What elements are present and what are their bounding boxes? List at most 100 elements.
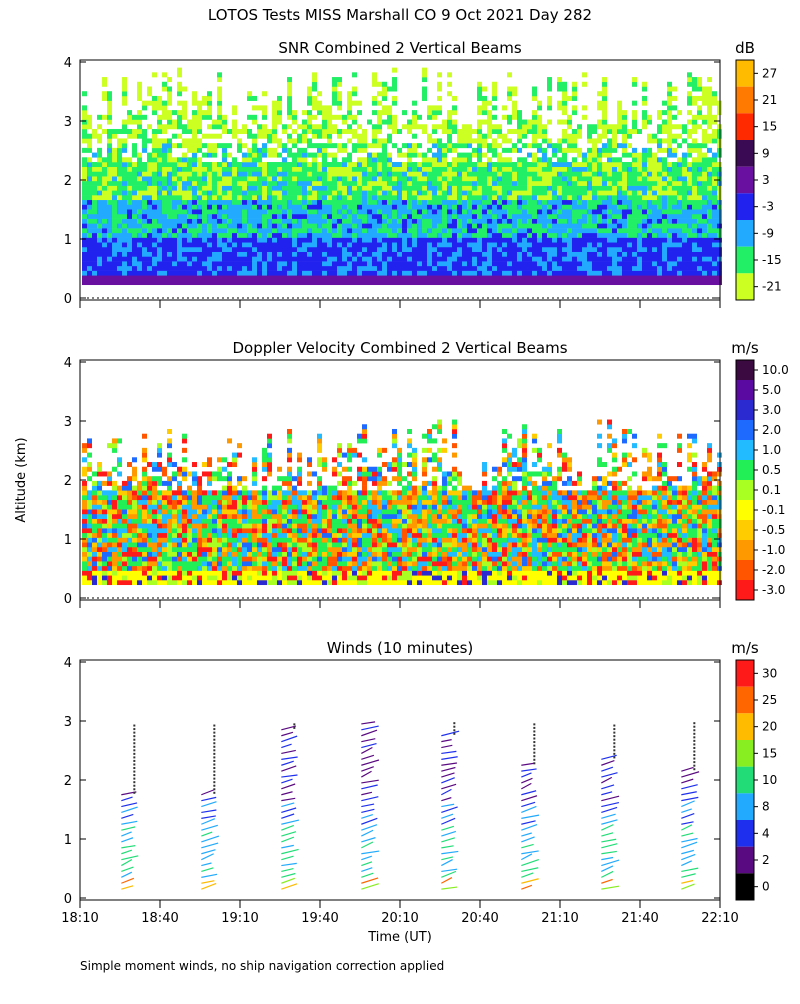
snr-cell bbox=[547, 167, 552, 172]
snr-cell bbox=[207, 134, 212, 139]
snr-cell bbox=[172, 247, 177, 252]
snr-cell bbox=[517, 138, 522, 143]
snr-cell bbox=[487, 190, 492, 195]
snr-cell bbox=[272, 219, 277, 224]
snr-cell bbox=[122, 138, 127, 143]
snr-cell bbox=[542, 181, 547, 186]
snr-cell bbox=[532, 91, 537, 96]
snr-cell bbox=[397, 129, 402, 134]
snr-cell bbox=[442, 275, 447, 280]
snr-cell bbox=[352, 120, 357, 125]
snr-cell bbox=[362, 247, 367, 252]
snr-cell bbox=[302, 252, 307, 257]
snr-cell bbox=[547, 82, 552, 87]
snr-cell bbox=[472, 247, 477, 252]
snr-cell bbox=[252, 275, 257, 280]
snr-cell bbox=[707, 176, 712, 181]
snr-cell bbox=[262, 209, 267, 214]
snr-cell bbox=[697, 242, 702, 247]
snr-cell bbox=[562, 105, 567, 110]
snr-cell bbox=[572, 266, 577, 271]
snr-cell bbox=[307, 200, 312, 205]
snr-cell bbox=[302, 247, 307, 252]
doppler-cell bbox=[87, 566, 92, 571]
snr-cell bbox=[362, 186, 367, 191]
snr-cell bbox=[637, 186, 642, 191]
snr-cell bbox=[147, 181, 152, 186]
snr-cell bbox=[482, 275, 487, 280]
snr-cell bbox=[587, 167, 592, 172]
snr-cell bbox=[167, 91, 172, 96]
snr-cell bbox=[642, 162, 647, 167]
snr-cell bbox=[357, 176, 362, 181]
snr-cell bbox=[407, 195, 412, 200]
snr-cell bbox=[447, 242, 452, 247]
doppler-cell bbox=[107, 500, 112, 505]
snr-cell bbox=[267, 275, 272, 280]
snr-cell bbox=[232, 120, 237, 125]
snr-cell bbox=[327, 266, 332, 271]
snr-cell bbox=[482, 138, 487, 143]
snr-cell bbox=[612, 242, 617, 247]
snr-cell bbox=[177, 176, 182, 181]
snr-cell bbox=[587, 261, 592, 266]
snr-cell bbox=[287, 105, 292, 110]
snr-cell bbox=[227, 214, 232, 219]
snr-cell bbox=[262, 266, 267, 271]
snr-cell bbox=[577, 223, 582, 228]
snr-cell bbox=[592, 157, 597, 162]
doppler-cell bbox=[102, 533, 107, 538]
snr-cell bbox=[202, 266, 207, 271]
snr-cell bbox=[667, 138, 672, 143]
snr-cell bbox=[217, 176, 222, 181]
snr-cell bbox=[177, 143, 182, 148]
snr-cell bbox=[312, 266, 317, 271]
snr-cell bbox=[107, 129, 112, 134]
snr-cell bbox=[572, 247, 577, 252]
snr-cell bbox=[252, 138, 257, 143]
doppler-cell bbox=[92, 486, 97, 491]
snr-cell bbox=[412, 110, 417, 115]
snr-cell bbox=[92, 200, 97, 205]
snr-cell bbox=[107, 148, 112, 153]
snr-cell bbox=[392, 238, 397, 243]
snr-cell bbox=[597, 186, 602, 191]
snr-cell bbox=[182, 186, 187, 191]
doppler-cell bbox=[142, 547, 147, 552]
snr-cell bbox=[367, 214, 372, 219]
snr-cell bbox=[347, 186, 352, 191]
snr-cell bbox=[587, 266, 592, 271]
snr-cell bbox=[517, 134, 522, 139]
snr-cell bbox=[487, 261, 492, 266]
doppler-cell bbox=[167, 495, 172, 500]
snr-cell bbox=[327, 238, 332, 243]
doppler-cell bbox=[97, 575, 102, 580]
snr-cell bbox=[442, 228, 447, 233]
snr-cell bbox=[417, 153, 422, 158]
snr-cell bbox=[272, 115, 277, 120]
snr-cell bbox=[127, 223, 132, 228]
snr-cell bbox=[637, 242, 642, 247]
snr-cell bbox=[187, 219, 192, 224]
snr-cell bbox=[247, 223, 252, 228]
doppler-cell bbox=[132, 566, 137, 571]
snr-cell bbox=[122, 195, 127, 200]
snr-cell bbox=[437, 148, 442, 153]
doppler-cell bbox=[107, 528, 112, 533]
snr-cell bbox=[137, 157, 142, 162]
snr-cell bbox=[392, 252, 397, 257]
snr-cell bbox=[707, 190, 712, 195]
snr-cell bbox=[412, 214, 417, 219]
snr-cell bbox=[167, 110, 172, 115]
snr-cell bbox=[272, 271, 277, 276]
snr-cell bbox=[677, 186, 682, 191]
snr-cell bbox=[212, 186, 217, 191]
colorbar-label: -21 bbox=[762, 280, 782, 294]
doppler-cell bbox=[162, 566, 167, 571]
snr-cell bbox=[577, 238, 582, 243]
snr-cell bbox=[357, 205, 362, 210]
snr-cell bbox=[667, 271, 672, 276]
snr-cell bbox=[287, 200, 292, 205]
snr-cell bbox=[292, 153, 297, 158]
snr-cell bbox=[447, 228, 452, 233]
